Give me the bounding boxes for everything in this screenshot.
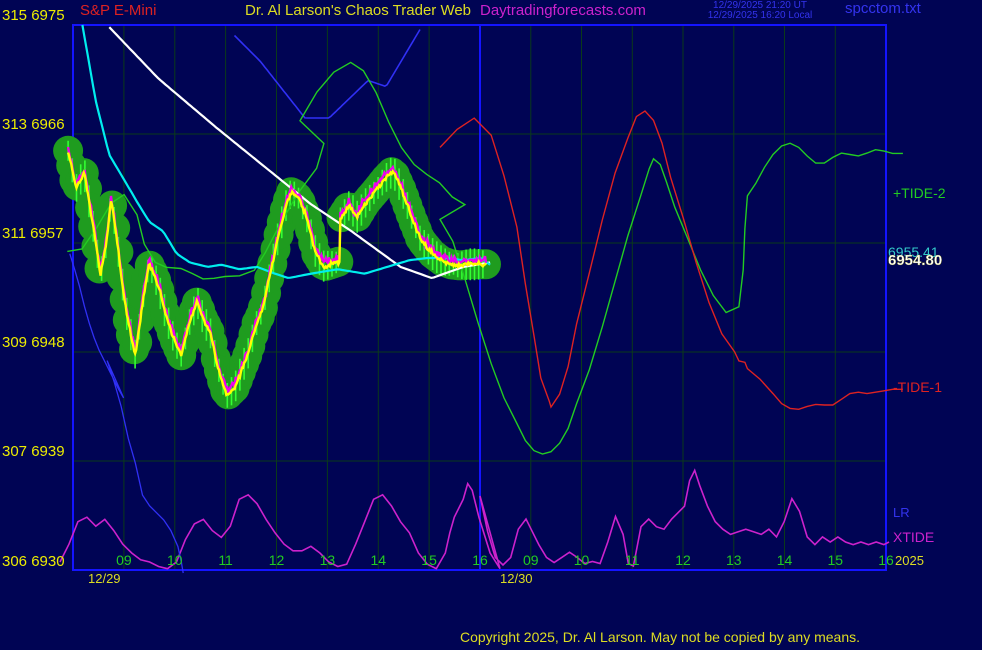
svg-text:15: 15 — [421, 552, 437, 568]
svg-text:10: 10 — [167, 552, 183, 568]
svg-text:13: 13 — [726, 552, 742, 568]
svg-text:14: 14 — [371, 552, 387, 568]
svg-text:12/29/2025 16:20 Local: 12/29/2025 16:20 Local — [708, 10, 813, 21]
svg-text:6954.80: 6954.80 — [888, 252, 942, 269]
svg-text:Copyright 2025, Dr. Al Larson.: Copyright 2025, Dr. Al Larson. May not b… — [460, 629, 860, 645]
svg-text:12/30: 12/30 — [500, 571, 533, 586]
svg-text:307 6939: 307 6939 — [2, 443, 65, 460]
svg-text:12/29: 12/29 — [88, 571, 121, 586]
svg-text:+TIDE-2: +TIDE-2 — [893, 185, 946, 201]
svg-text:16: 16 — [878, 552, 894, 568]
svg-text:11: 11 — [218, 552, 233, 568]
svg-text:09: 09 — [116, 552, 132, 568]
svg-text:LR: LR — [893, 505, 910, 520]
svg-text:11: 11 — [625, 552, 640, 568]
svg-text:Dr. Al Larson's Chaos Trader W: Dr. Al Larson's Chaos Trader Web — [245, 2, 471, 19]
svg-text:15: 15 — [828, 552, 844, 568]
svg-text:2025: 2025 — [895, 553, 924, 568]
svg-text:XTIDE: XTIDE — [893, 529, 934, 545]
svg-text:315 6975: 315 6975 — [2, 7, 65, 24]
svg-text:313 6966: 313 6966 — [2, 116, 65, 133]
svg-text:S&P E-Mini: S&P E-Mini — [80, 2, 156, 19]
svg-text:10: 10 — [574, 552, 590, 568]
svg-text:13: 13 — [320, 552, 336, 568]
svg-text:Daytradingforecasts.com: Daytradingforecasts.com — [480, 2, 646, 19]
svg-text:311 6957: 311 6957 — [2, 225, 63, 242]
svg-text:12: 12 — [675, 552, 691, 568]
svg-text:306 6930: 306 6930 — [2, 553, 65, 570]
svg-text:12: 12 — [269, 552, 285, 568]
svg-text:spcctom.txt: spcctom.txt — [845, 0, 922, 17]
svg-text:-TIDE-1: -TIDE-1 — [893, 379, 942, 395]
svg-text:16: 16 — [472, 552, 488, 568]
svg-text:09: 09 — [523, 552, 539, 568]
svg-text:14: 14 — [777, 552, 793, 568]
svg-text:309 6948: 309 6948 — [2, 334, 65, 351]
